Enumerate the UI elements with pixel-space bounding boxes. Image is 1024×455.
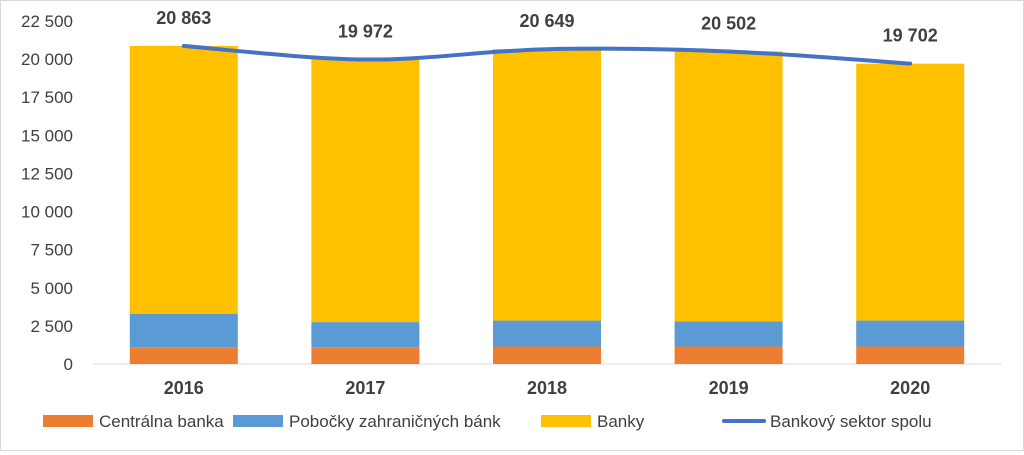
legend-swatch [541,415,591,427]
y-tick-label: 15 000 [21,126,73,145]
bar-segment [856,63,965,321]
bar-segment [493,346,601,364]
data-label: 19 972 [338,22,393,42]
y-tick-label: 10 000 [21,203,73,222]
data-label: 20 502 [701,13,756,33]
x-tick-label: 2020 [890,378,930,398]
x-tick-label: 2019 [709,378,749,398]
total-series-line [181,43,913,66]
y-tick-label: 20 000 [21,50,73,69]
bar-segment [856,346,965,364]
bar-segment [311,322,420,348]
bar-segment [311,59,420,323]
y-axis-ticks: 0 2 500 5 000 7 500 10 000 12 500 15 000 17 500… [21,12,73,374]
data-label: 20 863 [156,8,211,28]
legend-swatch [233,415,283,427]
data-label: 20 649 [519,11,574,31]
y-tick-label: 7 500 [30,241,73,260]
y-tick-label: 5 000 [30,279,73,298]
total-line [181,43,913,66]
legend-label: Centrálna banka [99,412,224,431]
bar-segment [311,347,420,364]
data-label: 19 702 [883,26,938,46]
data-labels: 20 863 19 972 20 649 20 502 19 702 [156,8,937,46]
x-axis-ticks: 2016 2017 2018 2019 2020 [164,378,930,398]
legend-label: Banky [597,412,645,431]
y-tick-label: 2 500 [30,317,73,336]
x-tick-label: 2018 [527,378,567,398]
y-tick-label: 0 [64,355,73,374]
x-tick-label: 2017 [345,378,385,398]
legend: Centrálna banka Pobočky zahraničných bánk… [43,412,932,431]
bar-segment [493,49,601,321]
bar-segment [129,347,238,364]
bar-segment [674,51,783,322]
legend-label: Bankový sektor spolu [770,412,932,431]
legend-swatch [43,415,93,427]
y-tick-label: 17 500 [21,88,73,107]
bar-segment [856,320,965,347]
bar-segment [129,45,238,314]
bar-segment [129,313,238,348]
bars [129,45,965,364]
bar-segment [674,321,783,347]
y-tick-label: 22 500 [21,12,73,31]
legend-label: Pobočky zahraničných bánk [289,412,501,431]
y-tick-label: 12 500 [21,164,73,183]
bar-segment [493,320,601,347]
bar-segment [674,346,783,364]
x-tick-label: 2016 [164,378,204,398]
